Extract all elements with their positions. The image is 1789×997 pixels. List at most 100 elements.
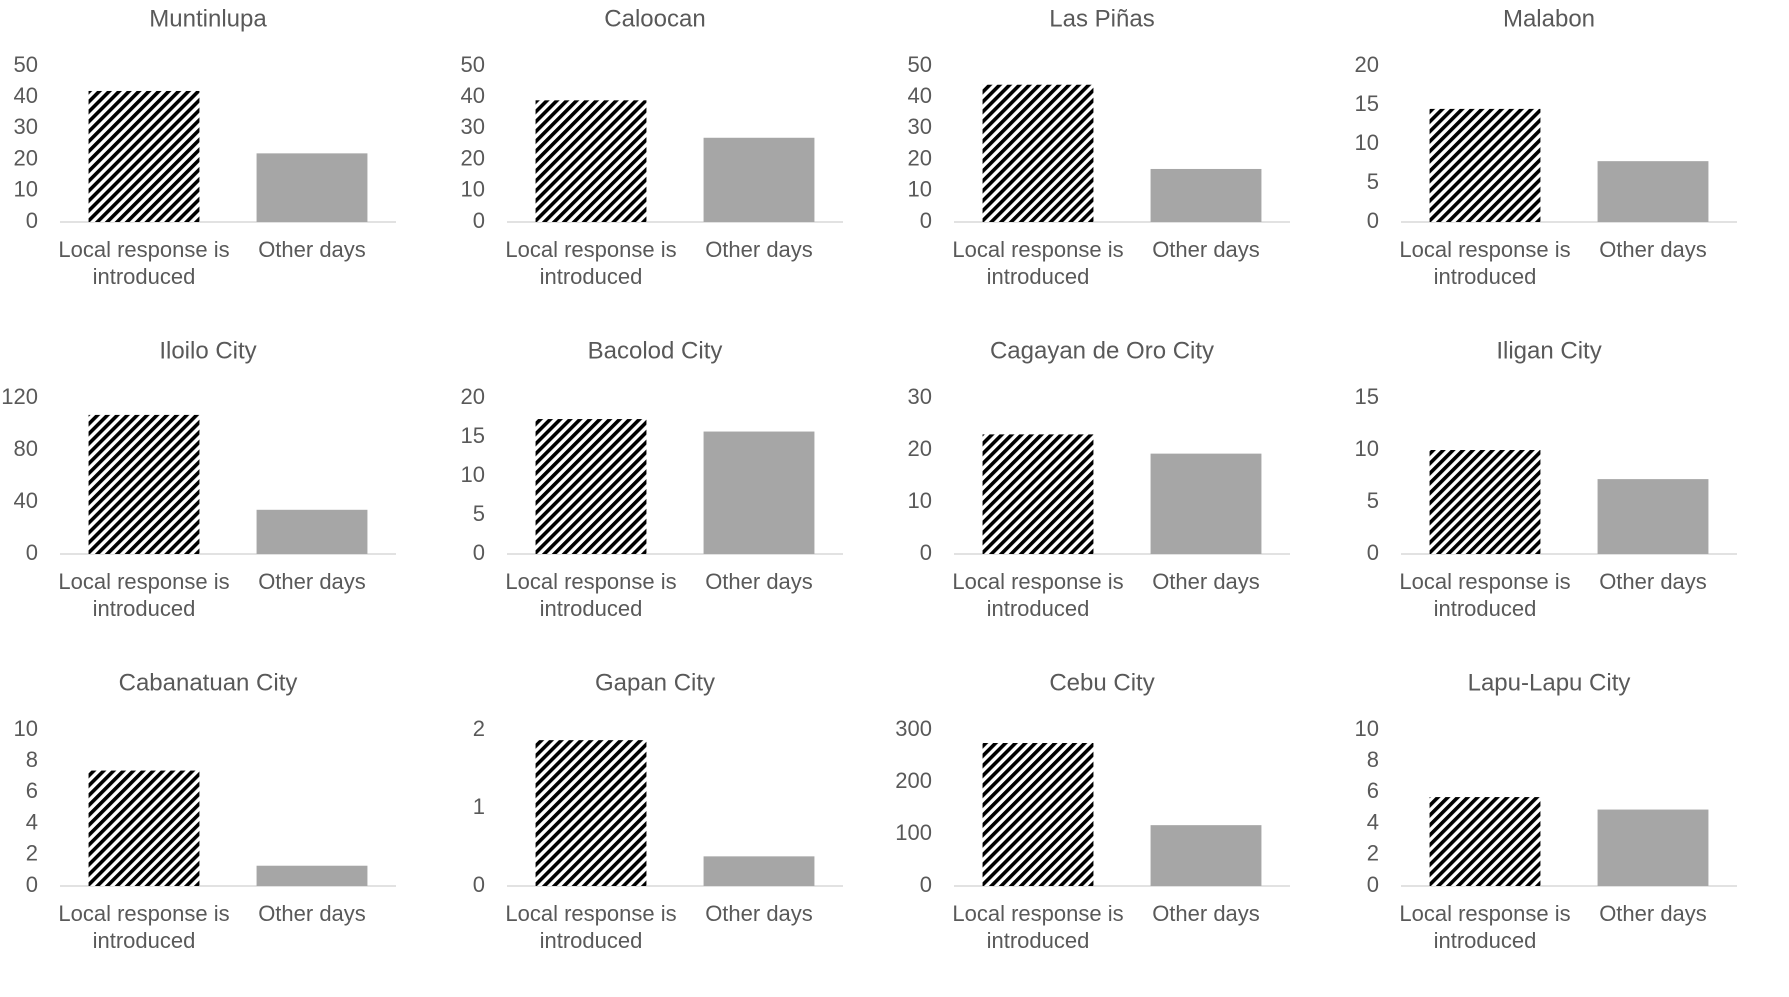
y-tick-label: 2 xyxy=(1367,841,1379,866)
chart-title: Bacolod City xyxy=(588,337,723,364)
bar xyxy=(982,84,1094,222)
x-tick-label: Other days xyxy=(1152,901,1260,926)
x-tick-label: Other days xyxy=(1599,901,1707,926)
x-tick-label: Other days xyxy=(258,569,366,594)
chart: Cagayan de Oro City 0 10 20 30 xyxy=(908,337,1290,565)
y-tick-label: 30 xyxy=(14,114,38,139)
bar xyxy=(1429,450,1541,554)
x-tick-label: Other days xyxy=(705,237,813,262)
y-tick-label: 15 xyxy=(461,423,485,448)
y-tick-label: 20 xyxy=(908,145,932,170)
y-tick-label: 120 xyxy=(1,384,38,409)
y-tick-label: 10 xyxy=(908,177,932,202)
x-tick-label: Local response is introduced xyxy=(1399,569,1571,621)
chart: Iloilo City 0 40 80 120 xyxy=(1,337,396,565)
y-tick-label: 0 xyxy=(473,540,485,565)
y-tick-label: 40 xyxy=(14,83,38,108)
x-tick-label: Other days xyxy=(258,901,366,926)
x-tick-label: Other days xyxy=(258,237,366,262)
y-tick-label: 40 xyxy=(461,83,485,108)
y-tick-label: 10 xyxy=(1355,130,1379,155)
bar xyxy=(88,414,200,554)
bar xyxy=(256,153,368,222)
y-tick-label: 0 xyxy=(26,872,38,897)
x-tick-label: Other days xyxy=(705,901,813,926)
x-tick-label: Local response is introduced xyxy=(1399,237,1571,289)
y-tick-label: 15 xyxy=(1355,91,1379,116)
x-tick-label: Other days xyxy=(1599,237,1707,262)
chart-title: Caloocan xyxy=(604,5,705,32)
bar xyxy=(256,865,368,886)
chart: Muntinlupa 0 10 20 30 40 50 xyxy=(14,5,396,233)
y-tick-label: 8 xyxy=(1367,747,1379,772)
chart-title: Lapu-Lapu City xyxy=(1468,669,1631,696)
chart-title: Cabanatuan City xyxy=(119,669,298,696)
y-tick-label: 100 xyxy=(895,820,932,845)
y-tick-label: 0 xyxy=(473,208,485,233)
x-tick-label: Local response is introduced xyxy=(952,901,1124,953)
y-tick-label: 4 xyxy=(26,809,38,834)
y-tick-label: 10 xyxy=(461,462,485,487)
bar xyxy=(88,90,200,223)
bar xyxy=(88,770,200,886)
y-tick-label: 40 xyxy=(14,488,38,513)
bar xyxy=(1597,809,1709,886)
bar xyxy=(982,434,1094,554)
y-tick-label: 50 xyxy=(908,52,932,77)
y-tick-label: 4 xyxy=(1367,809,1379,834)
y-tick-label: 15 xyxy=(1355,384,1379,409)
y-tick-label: 0 xyxy=(1367,872,1379,897)
y-tick-label: 20 xyxy=(461,384,485,409)
bar xyxy=(535,100,647,222)
bar xyxy=(1597,479,1709,554)
y-tick-label: 0 xyxy=(920,208,932,233)
y-tick-label: 2 xyxy=(473,716,485,741)
chart-title: Las Piñas xyxy=(1049,5,1154,32)
y-tick-label: 5 xyxy=(1367,169,1379,194)
x-tick-label: Local response is introduced xyxy=(505,237,677,289)
x-tick-label: Local response is introduced xyxy=(952,237,1124,289)
chart-title: Muntinlupa xyxy=(149,5,267,32)
chart-title: Malabon xyxy=(1503,5,1595,32)
bar xyxy=(535,419,647,554)
bar xyxy=(703,431,815,554)
y-tick-label: 50 xyxy=(461,52,485,77)
y-tick-label: 20 xyxy=(14,145,38,170)
chart-title: Gapan City xyxy=(595,669,715,696)
x-tick-label: Other days xyxy=(1152,237,1260,262)
chart: Gapan City 0 1 2 xyxy=(473,669,843,897)
chart-title: Cagayan de Oro City xyxy=(990,337,1214,364)
y-tick-label: 10 xyxy=(1355,716,1379,741)
y-tick-label: 0 xyxy=(920,872,932,897)
y-tick-label: 0 xyxy=(920,540,932,565)
x-tick-label: Local response is introduced xyxy=(1399,901,1571,953)
x-tick-label: Local response is introduced xyxy=(505,901,677,953)
x-tick-label: Local response is introduced xyxy=(58,569,230,621)
y-tick-label: 0 xyxy=(26,540,38,565)
y-tick-label: 0 xyxy=(473,872,485,897)
x-tick-label: Local response is introduced xyxy=(505,569,677,621)
y-tick-label: 80 xyxy=(14,436,38,461)
y-tick-label: 40 xyxy=(908,83,932,108)
y-tick-label: 0 xyxy=(26,208,38,233)
x-tick-label: Local response is introduced xyxy=(952,569,1124,621)
chart: Cabanatuan City 0 2 4 6 8 10 xyxy=(14,669,396,897)
x-tick-label: Local response is introduced xyxy=(58,237,230,289)
y-tick-label: 30 xyxy=(908,114,932,139)
y-tick-label: 10 xyxy=(908,488,932,513)
bar xyxy=(1150,453,1262,554)
chart: Las Piñas 0 10 20 30 40 50 xyxy=(908,5,1290,233)
chart: Malabon 0 5 10 15 20 xyxy=(1355,5,1737,233)
x-tick-label: Other days xyxy=(705,569,813,594)
bar xyxy=(1429,797,1541,886)
y-tick-label: 10 xyxy=(14,177,38,202)
y-tick-label: 30 xyxy=(461,114,485,139)
y-tick-label: 10 xyxy=(1355,436,1379,461)
bar xyxy=(703,137,815,222)
bar xyxy=(982,743,1094,886)
y-tick-label: 20 xyxy=(461,145,485,170)
y-tick-label: 30 xyxy=(908,384,932,409)
x-tick-label: Other days xyxy=(1599,569,1707,594)
